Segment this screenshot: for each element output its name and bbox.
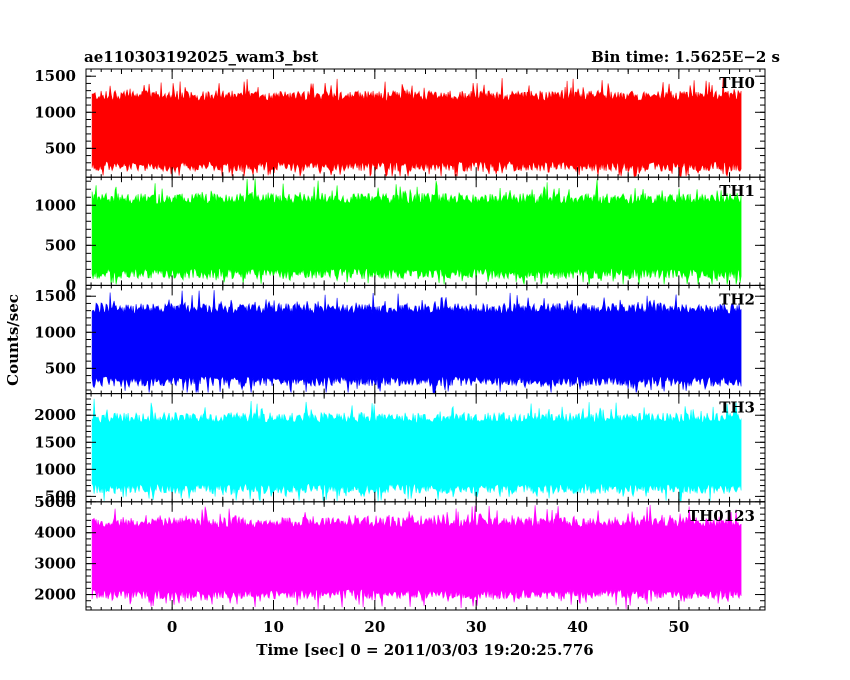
y-tick-label: 3000: [34, 555, 76, 573]
series-th0123: [91, 504, 742, 610]
y-tick-label: 1500: [34, 67, 76, 85]
panel-th2: 500 1000 1500 TH2: [34, 284, 766, 395]
y-tick-label: 500: [45, 359, 76, 377]
panel-label-th1: TH1: [719, 182, 755, 200]
y-tick-label: 1000: [34, 103, 76, 121]
y-axis-label: Counts/sec: [4, 294, 22, 386]
y-tick-label: 2000: [34, 406, 76, 424]
panel-th0: 500 1000 1500 TH0: [34, 67, 766, 178]
y-tick-label: 1500: [34, 433, 76, 451]
panel-label-th2: TH2: [719, 290, 755, 308]
y-tick-label: 0: [66, 276, 76, 294]
y-tick-label: 1000: [34, 196, 76, 214]
y-tick-label: 5000: [34, 493, 76, 511]
x-tick-label: 40: [567, 618, 588, 636]
y-tick-label: 4000: [34, 524, 76, 542]
panel-label-th3: TH3: [719, 399, 755, 417]
series-th1: [91, 178, 742, 285]
y-tick-label: 2000: [34, 586, 76, 604]
panel-label-th0: TH0: [719, 74, 755, 92]
panel-th3: 500 1000 1500 2000 TH3: [34, 393, 766, 505]
x-tick-label: 30: [466, 618, 487, 636]
x-tick-label: 10: [263, 618, 284, 636]
x-tick-label: 20: [364, 618, 385, 636]
y-tick-label: 500: [45, 139, 76, 157]
series-th0: [91, 77, 742, 178]
y-tick-label: 1000: [34, 323, 76, 341]
x-tick-label: 50: [668, 618, 689, 636]
x-tick-label: 0: [167, 618, 177, 636]
chart-title: ae110303192025_wam3_bst: [84, 48, 318, 66]
bin-time-label: Bin time: 1.5625E−2 s: [591, 48, 780, 66]
y-tick-label: 1000: [34, 460, 76, 478]
y-tick-label: 500: [45, 487, 76, 505]
series-th3: [91, 398, 742, 502]
x-axis-label: Time [sec] 0 = 2011/03/03 19:20:25.776: [256, 641, 593, 659]
y-tick-label: 500: [45, 236, 76, 254]
series-th2: [91, 290, 742, 393]
y-tick-label: 1500: [34, 287, 76, 305]
panel-label-th0123: TH0123: [688, 507, 755, 525]
panel-th0123: 2000 3000 4000 5000 TH0123: [34, 493, 766, 611]
panel-th1: 0 500 1000 TH1: [34, 176, 766, 294]
